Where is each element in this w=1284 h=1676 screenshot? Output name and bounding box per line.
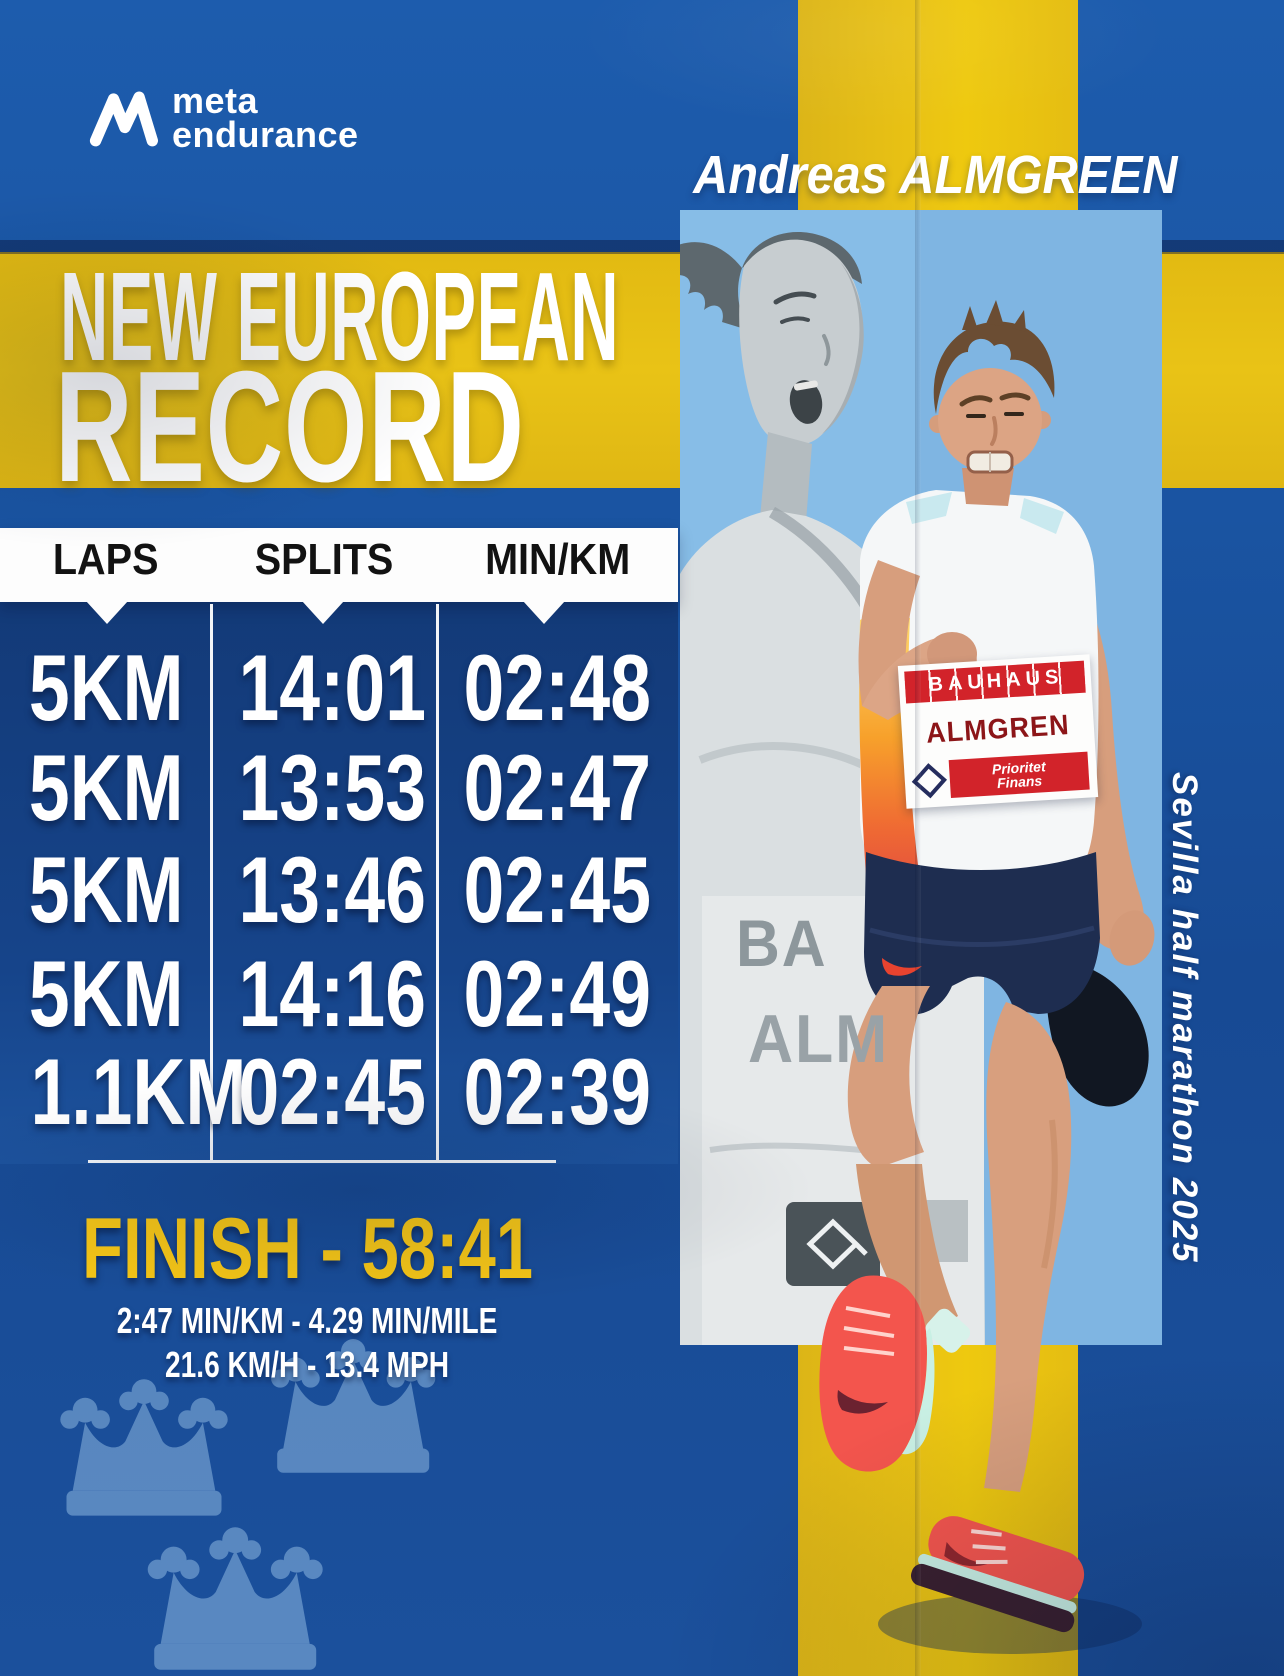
cell-split: 02:45 [238,1039,426,1144]
bib-athlete-name: ALMGREN [925,708,1071,750]
pace-summary-line1: 2:47 MIN/KM - 4.29 MIN/MILE [116,1300,498,1341]
cell-pace: 02:45 [463,837,652,942]
header-notch-splits [302,601,344,624]
table-row: 5KM 13:53 02:47 [0,740,678,836]
table-row: 1.1KM 02:45 02:39 [0,1044,678,1140]
table-row: 5KM 14:16 02:49 [0,946,678,1042]
column-header-splits: SPLITS [255,535,394,584]
crown-icon [147,1527,323,1670]
cell-lap: 1.1KM [30,1039,247,1144]
cell-lap: 5KM [28,837,184,942]
column-header-laps: LAPS [53,535,159,584]
cell-split: 13:46 [238,837,426,942]
bw-bib-text-1: BA [736,906,828,980]
raised-shoe [819,1275,935,1472]
cell-lap: 5KM [28,635,184,740]
cell-pace: 02:39 [463,1039,652,1144]
table-bottom-rule [88,1160,556,1163]
diamond-league-icon [911,762,947,798]
bib-partner: Prioritet Finans [948,751,1090,798]
cell-lap: 5KM [28,735,184,840]
brand-line2: endurance [172,114,359,156]
header-notch-laps [86,601,128,624]
shorts [864,852,1100,1015]
bib-sponsor: BAUHAUS [904,660,1086,704]
meta-endurance-logo-icon [89,91,158,147]
bib-partner-line2: Finans [996,772,1043,792]
runner-bib: BAUHAUS ALMGREN Prioritet Finans [897,654,1099,809]
bw-diamond-tag [786,1202,880,1286]
cell-pace: 02:49 [463,941,652,1046]
cell-split: 14:01 [238,635,426,740]
brand-logo-text: meta endurance [172,80,359,156]
splits-table-background [0,602,678,1164]
cell-pace: 02:48 [463,635,652,740]
cell-split: 13:53 [238,735,426,840]
bib-bottom-row: Prioritet Finans [910,751,1092,800]
pace-summary-line2: 21.6 KM/H - 13.4 MPH [164,1344,450,1385]
cell-lap: 5KM [28,941,184,1046]
finish-time: FINISH - 58:41 [82,1201,534,1297]
event-label: Sevilla half marathon 2025 [1165,772,1204,1264]
table-row: 5KM 14:01 02:48 [0,640,678,736]
table-header-band [0,528,678,602]
cell-pace: 02:47 [463,735,652,840]
brand-line1: meta [172,80,259,121]
ground-shoe [910,1516,1085,1633]
headline-line1: NEW EUROPEAN [60,246,620,387]
bw-bib-text-2: ALM [748,1001,890,1077]
brand-logo: meta endurance [88,80,359,156]
cell-split: 14:16 [238,941,426,1046]
table-divider-2 [436,604,439,1160]
column-header-minkm: MIN/KM [484,535,631,584]
table-divider-1 [210,604,213,1160]
athlete-name: Andreas ALMGREEN [693,145,1178,205]
table-row: 5KM 13:46 02:45 [0,842,678,938]
header-notch-minkm [523,601,565,624]
crown-icon [60,1379,228,1516]
headline-line2: RECORD [55,339,525,515]
